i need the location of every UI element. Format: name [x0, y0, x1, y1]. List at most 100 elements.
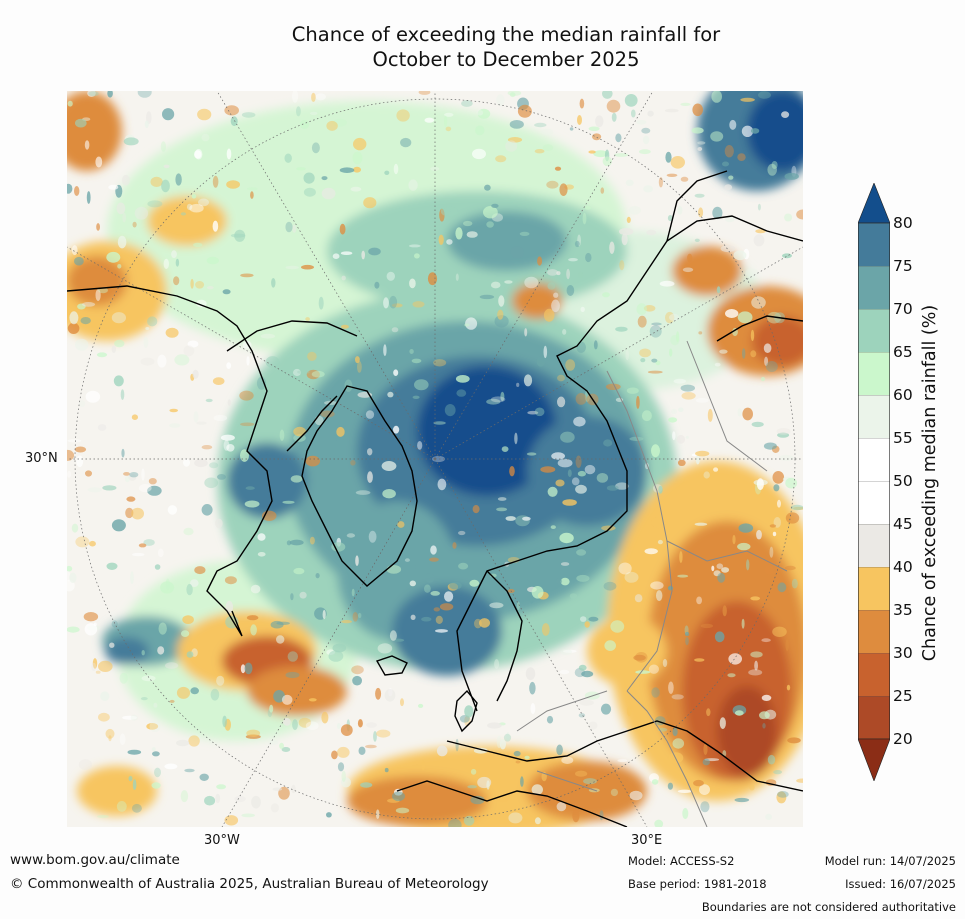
field-speckle: [432, 455, 445, 463]
field-speckle: [719, 349, 728, 354]
field-speckle: [668, 681, 674, 694]
field-speckle: [772, 471, 785, 484]
field-speckle: [120, 389, 125, 400]
field-speckle: [737, 542, 751, 551]
field-speckle: [676, 434, 686, 444]
field-speckle: [671, 408, 678, 414]
field-speckle: [773, 484, 780, 492]
colorbar-tick-label: 30: [893, 644, 913, 662]
field-speckle: [270, 803, 279, 813]
field-speckle: [246, 729, 261, 737]
field-speckle: [777, 582, 787, 593]
field-speckle: [567, 469, 572, 478]
field-speckle: [341, 275, 346, 281]
field-speckle: [455, 227, 463, 240]
field-speckle: [625, 179, 634, 186]
field-speckle: [711, 565, 715, 572]
field-speckle: [400, 137, 412, 148]
field-speckle: [412, 395, 420, 399]
field-speckle: [78, 759, 92, 770]
field-speckle: [787, 737, 801, 744]
field-speckle: [123, 137, 139, 146]
field-speckle: [722, 161, 729, 167]
field-speckle: [576, 549, 587, 556]
field-speckle: [685, 637, 689, 646]
field-speckle: [712, 206, 723, 220]
field-speckle: [92, 658, 98, 669]
field-speckle: [337, 762, 345, 772]
field-speckle: [534, 407, 545, 417]
field-speckle: [767, 754, 776, 765]
field-speckle: [677, 789, 692, 793]
field-speckle: [424, 584, 431, 593]
field-speckle: [199, 773, 209, 781]
field-speckle: [88, 91, 99, 97]
field-speckle: [132, 552, 145, 557]
field-speckle: [555, 578, 563, 585]
field-speckle: [76, 455, 84, 468]
footer-disclaimer: Boundaries are not considered authoritat…: [701, 900, 956, 914]
field-speckle: [486, 780, 490, 790]
field-speckle: [305, 721, 319, 730]
field-speckle: [763, 442, 777, 450]
colorbar-tick-label: 50: [893, 472, 913, 490]
footer-copyright: © Commonwealth of Australia 2025, Austra…: [10, 876, 489, 892]
field-speckle: [496, 507, 508, 512]
field-speckle: [341, 770, 346, 782]
field-speckle: [147, 200, 163, 208]
field-speckle: [418, 703, 424, 708]
field-speckle: [781, 111, 790, 118]
field-speckle: [547, 282, 556, 290]
field-speckle: [514, 432, 518, 445]
field-speckle: [760, 376, 766, 382]
field-speckle: [651, 322, 661, 331]
field-speckle: [740, 97, 755, 102]
field-speckle: [436, 745, 448, 757]
field-speckle: [322, 609, 326, 620]
field-speckle: [621, 233, 628, 246]
field-speckle: [271, 278, 276, 288]
field-speckle: [694, 522, 708, 526]
field-speckle: [699, 784, 710, 795]
field-speckle: [326, 812, 332, 818]
field-speckle: [603, 439, 613, 447]
field-speckle: [729, 119, 737, 130]
field-speckle: [557, 458, 573, 468]
field-speckle: [506, 732, 510, 742]
field-speckle: [174, 354, 190, 366]
field-speckle: [126, 496, 136, 502]
field-speckle: [360, 782, 373, 788]
field-speckle: [750, 350, 757, 358]
field-speckle: [138, 543, 147, 548]
field-speckle: [87, 487, 102, 493]
field-speckle: [494, 659, 500, 669]
field-speckle: [695, 398, 709, 403]
field-speckle: [516, 601, 520, 611]
field-speckle: [551, 299, 560, 313]
colorbar-band-40-45: [858, 524, 890, 567]
field-speckle: [577, 470, 586, 477]
field-speckle: [458, 530, 466, 536]
field-speckle: [315, 573, 320, 579]
field-speckle: [757, 203, 761, 211]
field-speckle: [75, 338, 89, 351]
colorbar-band-45-50: [858, 481, 890, 524]
field-speckle: [682, 267, 694, 273]
field-speckle: [479, 618, 490, 628]
field-speckle: [374, 281, 380, 289]
field-speckle: [186, 583, 193, 596]
field-speckle: [756, 529, 762, 540]
field-speckle: [411, 358, 422, 364]
field-speckle: [610, 620, 625, 633]
field-speckle: [89, 540, 96, 547]
field-speckle: [361, 250, 366, 260]
field-speckle: [386, 565, 402, 574]
field-speckle: [123, 472, 130, 476]
field-speckle: [95, 289, 101, 301]
field-speckle: [526, 452, 537, 456]
field-speckle: [128, 775, 133, 782]
field-speckle: [222, 715, 227, 728]
field-speckle: [681, 392, 696, 400]
field-speckle: [576, 574, 590, 582]
field-speckle: [610, 788, 619, 797]
